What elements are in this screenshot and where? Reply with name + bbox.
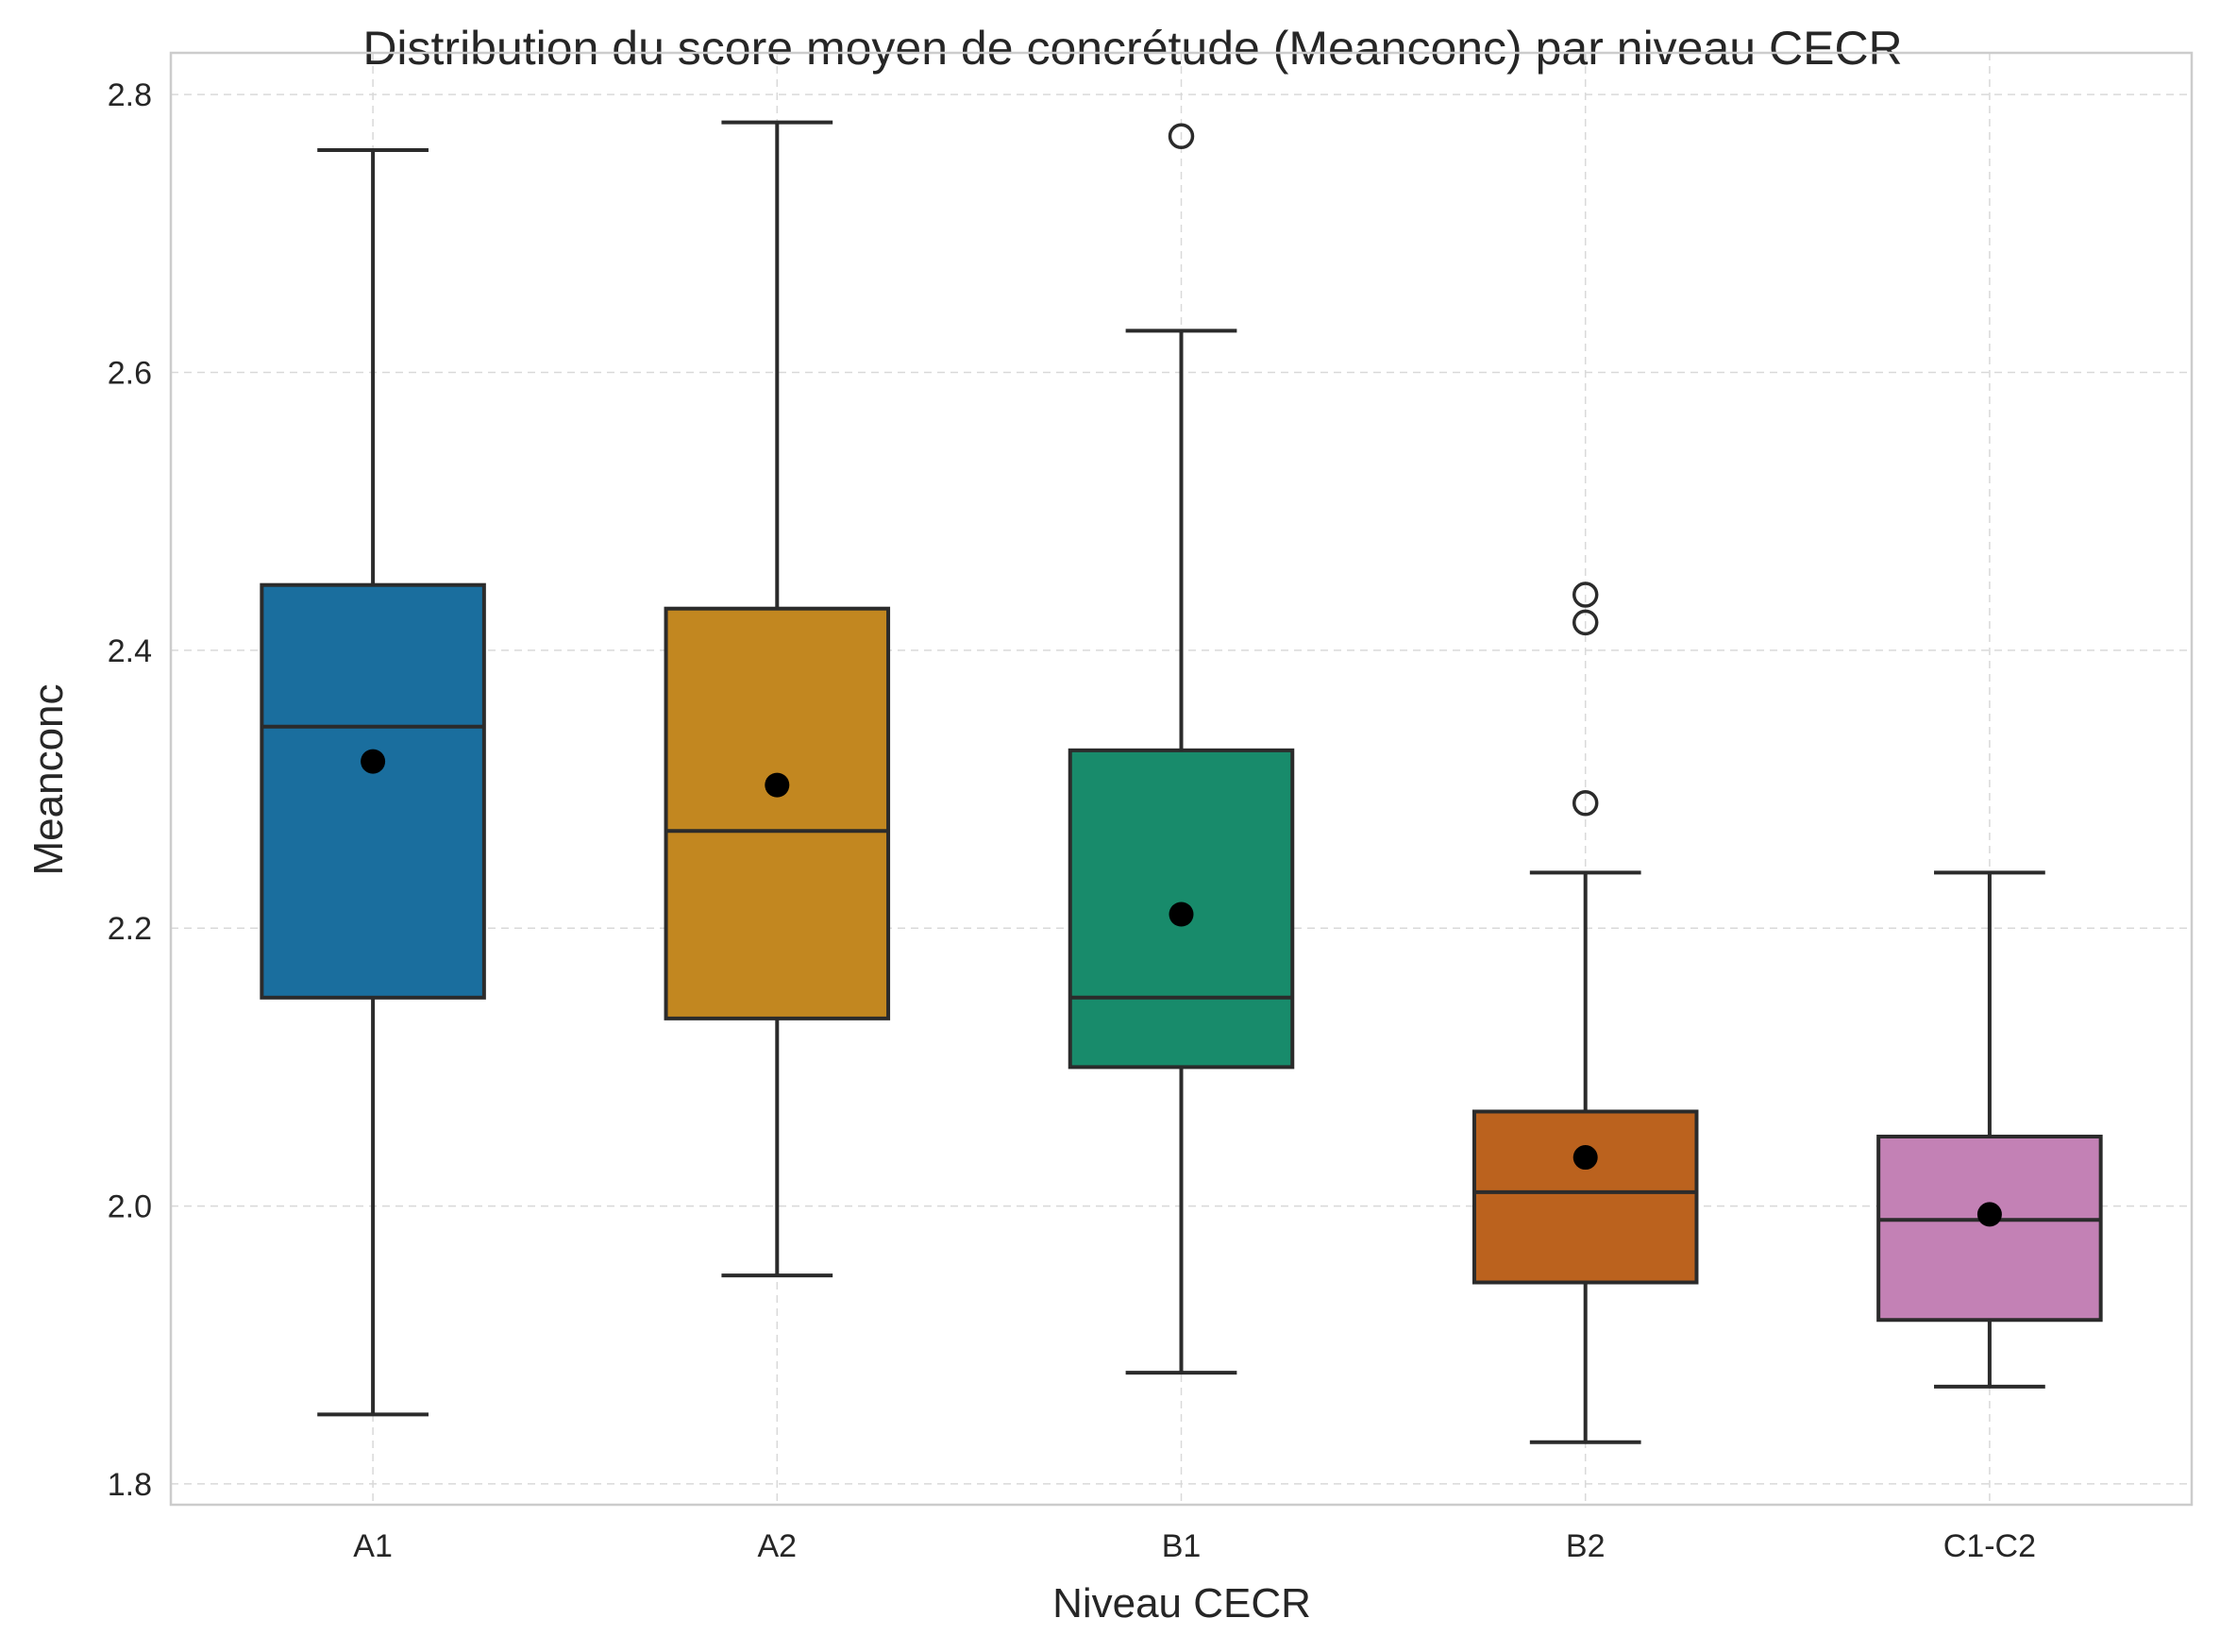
plot-frame	[169, 51, 2194, 1507]
y-tick-label: 2.6	[108, 356, 152, 392]
mean-marker	[1572, 1145, 1598, 1171]
iqr-box	[1472, 1109, 1699, 1285]
iqr-box	[664, 606, 891, 1020]
box-group-A1	[260, 148, 486, 1417]
y-tick-label: 2.2	[108, 911, 152, 947]
x-tick-label: A2	[758, 1528, 798, 1564]
x-tick-label: A1	[353, 1528, 393, 1564]
y-tick-label: 2.4	[108, 633, 152, 669]
x-tick-label: B1	[1162, 1528, 1202, 1564]
box-layer	[260, 120, 2103, 1444]
x-tick-label: C1-C2	[1943, 1528, 2036, 1564]
y-axis-label: Meanconc	[25, 683, 72, 875]
box-group-A2	[664, 120, 891, 1278]
mean-marker	[1169, 902, 1194, 927]
outlier-point	[1572, 790, 1599, 817]
x-tick-label: B2	[1566, 1528, 1606, 1564]
box-group-B1	[1068, 123, 1295, 1375]
y-tick-label: 2.8	[108, 77, 152, 113]
outlier-point	[1572, 582, 1599, 608]
box-group-C1-C2	[1876, 870, 2103, 1389]
chart-title: Distribution du score moyen de concrétud…	[362, 22, 1902, 75]
y-tick-label: 2.0	[108, 1189, 152, 1225]
mean-marker	[361, 749, 386, 774]
outlier-point	[1572, 609, 1599, 636]
tick-layer: 1.8 2.0 2.2 2.4 2.6 2.8 A1 A2 B1 B2 C1-C2	[108, 77, 2036, 1564]
y-tick-label: 1.8	[108, 1467, 152, 1503]
iqr-box	[1876, 1134, 2103, 1323]
mean-marker	[1976, 1202, 2002, 1227]
x-axis-label: Niveau CECR	[1052, 1580, 1311, 1627]
mean-marker	[765, 772, 790, 798]
outlier-point	[1168, 123, 1195, 150]
box-group-B2	[1472, 582, 1699, 1444]
iqr-box	[260, 582, 486, 1000]
